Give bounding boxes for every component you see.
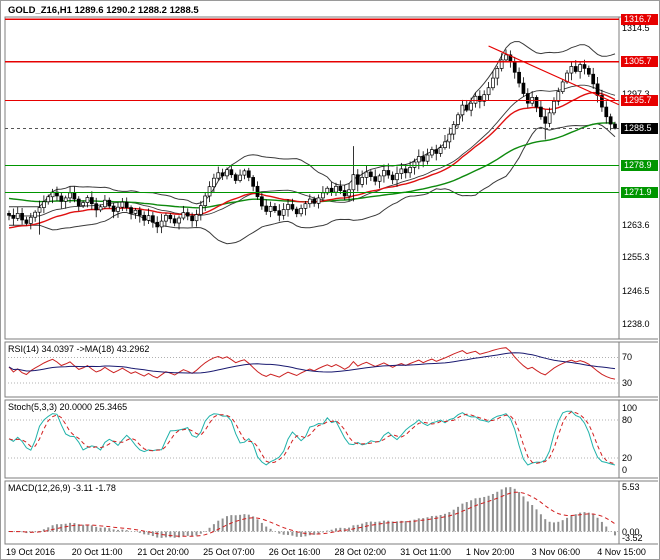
panel-borders [4, 16, 658, 545]
descending-trendline[interactable] [488, 45, 620, 106]
price-level-label: 1305.7 [621, 56, 658, 68]
macd-tick: 5.53 [622, 482, 640, 493]
price-tick: 1263.6 [622, 219, 650, 230]
time-label: 3 Nov 06:00 [531, 547, 581, 557]
bollinger-bands [9, 41, 616, 245]
rsi-tick: 30 [622, 377, 633, 388]
macd-label: MACD(12,26,9) -3.11 -1.78 [8, 483, 116, 493]
price-tick: 1314.5 [622, 22, 650, 33]
time-label: 20 Oct 11:00 [71, 547, 123, 557]
macd-panel [6, 487, 618, 538]
price-level-label: 1295.7 [621, 94, 658, 106]
stoch-tick: 100 [622, 402, 638, 413]
time-label: 1 Nov 20:00 [465, 547, 515, 557]
time-label: 26 Oct 16:00 [268, 547, 321, 557]
price-levels [5, 18, 620, 194]
price-level-label: 1278.9 [621, 159, 658, 171]
price-level-label: 1316.7 [621, 13, 658, 25]
price-level-label: 1271.9 [621, 186, 658, 198]
macd-tick: -3.52 [622, 532, 643, 543]
chart-title: GOLD_Z16,H1 1289.6 1290.2 1288.2 1288.5 [8, 5, 199, 16]
rsi-tick: 70 [622, 352, 633, 363]
stoch-tick: 80 [622, 415, 633, 426]
price-level-label: 1288.5 [621, 122, 658, 134]
time-label: 28 Oct 02:00 [334, 547, 387, 557]
stoch-tick: 20 [622, 452, 633, 463]
time-label: 25 Oct 07:00 [203, 547, 255, 557]
rsi-panel [6, 347, 618, 384]
stoch-tick: 0 [622, 465, 628, 476]
candles [7, 49, 617, 235]
stochastic-panel [6, 410, 618, 466]
price-tick: 1297.3 [622, 89, 650, 99]
time-label: 4 Nov 15:00 [597, 547, 646, 557]
macd-tick: 0.00 [622, 526, 640, 537]
time-label: 21 Oct 20:00 [137, 547, 189, 557]
time-label: 31 Oct 11:00 [400, 547, 452, 557]
time-label: 19 Oct 2016 [6, 547, 56, 557]
rsi-label: RSI(14) 34.0397 ->MA(18) 43.2962 [8, 344, 150, 354]
price-tick: 1246.5 [622, 285, 650, 296]
stoch-label: Stoch(5,3,3) 20.0000 25.3465 [8, 402, 128, 412]
price-tick: 1238.0 [622, 318, 650, 329]
price-tick: 1255.3 [622, 251, 650, 262]
